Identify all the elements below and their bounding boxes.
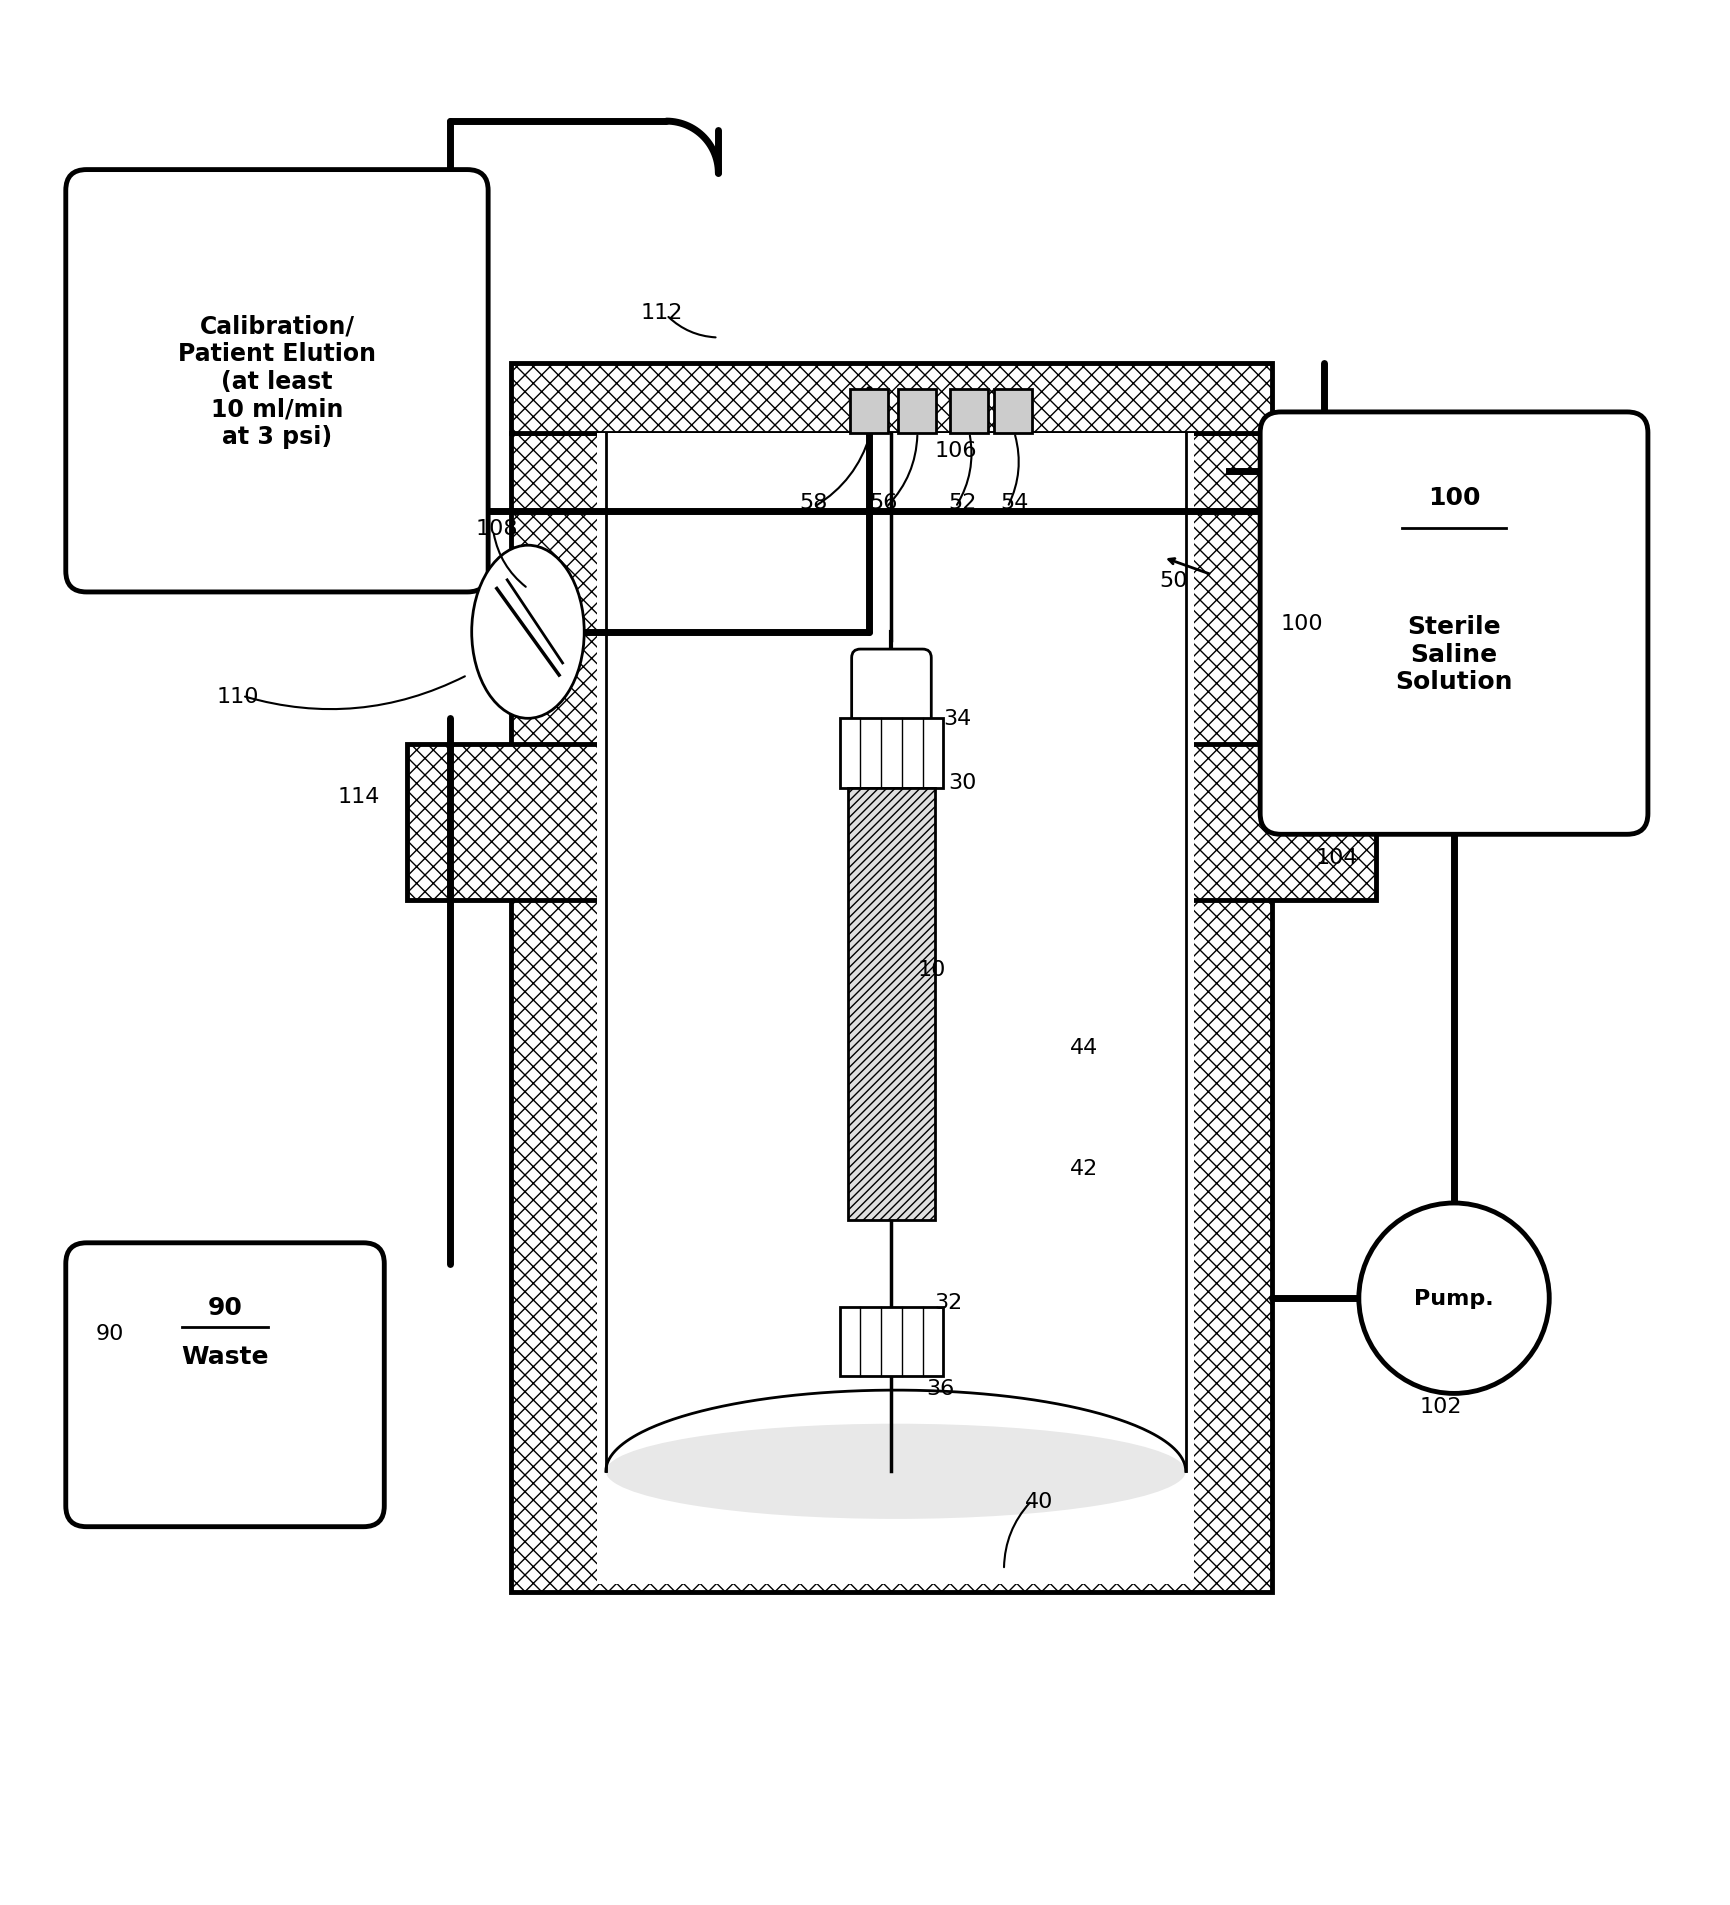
Text: 56: 56 [868, 493, 896, 512]
Bar [597, 434, 1194, 1583]
FancyBboxPatch shape [851, 650, 931, 735]
Text: 40: 40 [1024, 1492, 1052, 1511]
Text: 106: 106 [934, 440, 977, 461]
Bar [510, 434, 1272, 1593]
Text: 36: 36 [926, 1379, 953, 1398]
Bar [950, 391, 988, 434]
Bar [839, 1307, 943, 1377]
Bar [510, 364, 1272, 434]
Bar [898, 391, 936, 434]
Text: 32: 32 [934, 1292, 962, 1313]
Text: 42: 42 [1069, 1158, 1097, 1179]
Text: Pump.: Pump. [1413, 1288, 1493, 1309]
Ellipse shape [471, 547, 583, 718]
Text: 54: 54 [1000, 493, 1028, 512]
Text: 90: 90 [95, 1324, 123, 1343]
Text: Waste: Waste [182, 1343, 268, 1368]
FancyBboxPatch shape [66, 1244, 384, 1528]
Text: 110: 110 [216, 686, 260, 707]
FancyBboxPatch shape [66, 171, 488, 592]
Text: 50: 50 [1159, 570, 1187, 591]
Text: 30: 30 [948, 773, 976, 792]
Text: 34: 34 [943, 709, 971, 730]
Text: 104: 104 [1315, 848, 1358, 867]
Text: 100: 100 [1427, 486, 1479, 511]
Text: 90: 90 [208, 1295, 242, 1320]
Text: 10: 10 [917, 960, 945, 979]
Text: 108: 108 [476, 518, 519, 539]
Bar [839, 718, 943, 789]
Text: 52: 52 [948, 493, 976, 512]
Bar [848, 789, 934, 1221]
Bar [993, 391, 1031, 434]
FancyBboxPatch shape [1259, 413, 1647, 834]
Bar [407, 745, 1375, 901]
Text: 114: 114 [337, 787, 379, 808]
Text: 100: 100 [1280, 613, 1323, 634]
Text: Sterile
Saline
Solution: Sterile Saline Solution [1394, 615, 1512, 693]
Circle shape [1358, 1204, 1548, 1394]
Text: 102: 102 [1419, 1396, 1462, 1415]
Text: Calibration/
Patient Elution
(at least
10 ml/min
at 3 psi): Calibration/ Patient Elution (at least 1… [178, 314, 375, 450]
Text: 44: 44 [1069, 1038, 1097, 1057]
Bar [849, 391, 887, 434]
Ellipse shape [606, 1423, 1185, 1518]
Text: 58: 58 [799, 493, 827, 512]
Text: 112: 112 [640, 303, 682, 322]
